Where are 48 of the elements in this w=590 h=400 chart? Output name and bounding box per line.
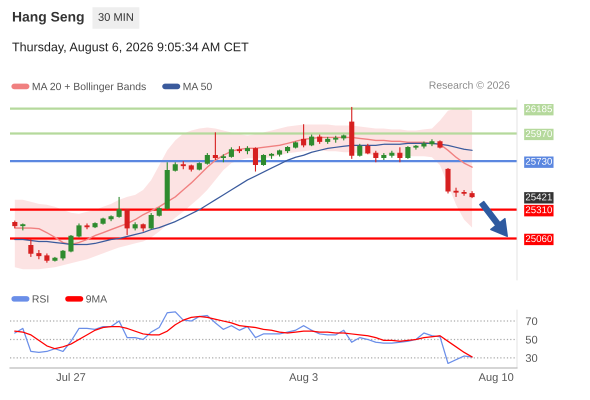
candlestick (156, 206, 162, 218)
text: Research © 2026 (430, 81, 510, 89)
x-tick-label: Jul 27 (56, 372, 86, 382)
candlestick (365, 143, 370, 155)
y-tick-label: 25730 (526, 158, 552, 165)
y-tick-label: 25970 (526, 130, 552, 138)
y-tick-label: 25421 (526, 194, 552, 200)
candlestick (260, 154, 266, 166)
candlestick (212, 132, 218, 161)
candlestick (204, 152, 210, 166)
candlestick (228, 146, 234, 158)
candlestick (172, 162, 178, 172)
candlestick (397, 146, 402, 163)
candlestick (60, 249, 66, 261)
candlestick (373, 150, 378, 163)
candlestick (44, 252, 50, 264)
candlestick (357, 143, 362, 158)
candlestick (180, 160, 186, 170)
candlestick (301, 124, 306, 148)
candlestick (252, 146, 258, 172)
y-tick-label: 30 (526, 354, 538, 362)
text: Thursday, August 6, 2026 9:05:34 AM CET (12, 42, 248, 54)
x-tick-label: Aug 3 (289, 373, 318, 384)
line-series (14, 316, 473, 358)
line-series (14, 311, 473, 364)
candlestick (28, 239, 34, 258)
y-tick-label: 70 (526, 317, 538, 326)
candlestick (148, 212, 154, 230)
candlestick (116, 196, 122, 218)
legend-label: 9MA (86, 295, 108, 303)
x-tick-label: Aug 10 (478, 373, 514, 384)
legend-label: RSI (32, 295, 48, 303)
chart-subtitle: 30 MIN (98, 13, 133, 21)
candlestick (76, 222, 82, 238)
legend-label: MA 20 + Bollinger Bands (32, 82, 146, 92)
candlestick (309, 134, 314, 147)
candlestick (405, 146, 410, 160)
candlestick (36, 249, 42, 260)
y-tick-label: 50 (526, 336, 538, 344)
y-tick-label: 25310 (526, 206, 552, 214)
y-tick-label: 25060 (526, 235, 552, 242)
candlestick (445, 168, 451, 194)
legend-label: MA 50 (184, 82, 212, 90)
y-tick-label: 26185 (526, 105, 552, 112)
candlestick (317, 134, 322, 144)
chart-title: Hang Seng (12, 12, 84, 24)
candlestick (68, 234, 74, 253)
candlestick (124, 208, 130, 236)
